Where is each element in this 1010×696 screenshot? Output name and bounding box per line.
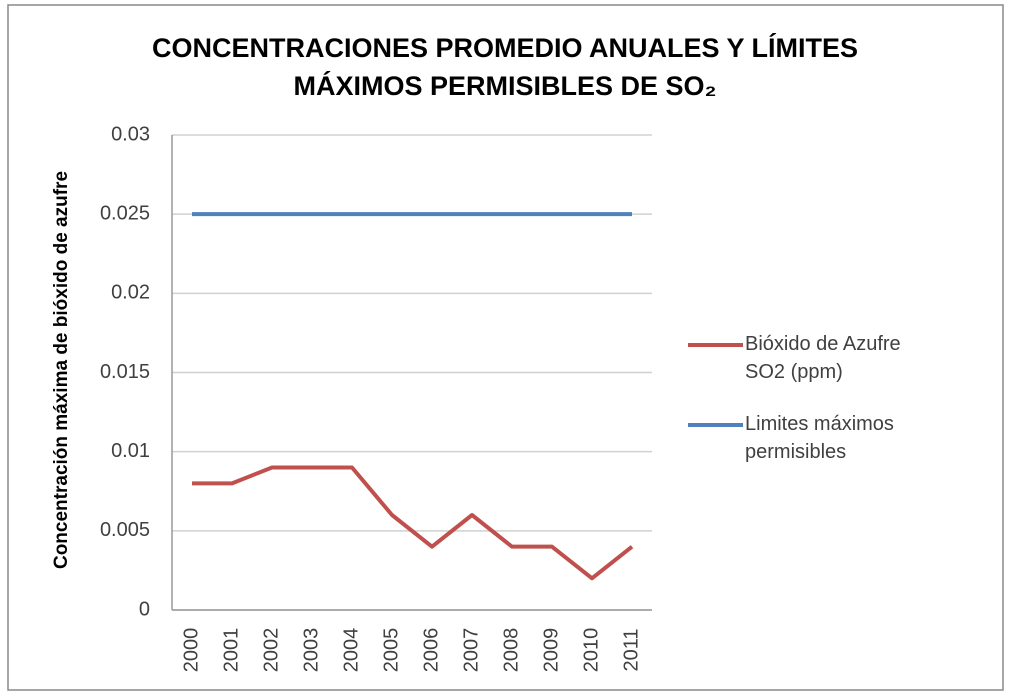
x-tick-label: 2004 [340,628,362,673]
chart-title: CONCENTRACIONES PROMEDIO ANUALES Y LÍMIT… [152,32,858,63]
line-series [192,465,634,581]
y-tick-label: 0 [139,598,150,620]
y-tick-label: 0.015 [100,361,150,383]
y-tick-label: 0.025 [100,202,150,224]
x-tick-label: 2006 [420,628,442,673]
legend-swatch [688,423,743,427]
y-tick-label: 0.02 [111,282,150,304]
legend-label: Bióxido de Azufre SO2 (ppm) [745,333,901,383]
y-tick-label: 0.01 [111,440,150,462]
legend-item: Limites máximos permisibles [688,410,988,466]
legend-swatch [688,343,743,347]
x-tick-label: 2011 [620,628,642,671]
x-tick-label: 2010 [580,628,602,673]
chart-title: MÁXIMOS PERMISIBLES DE SO₂ [293,70,716,101]
x-tick-label: 2000 [180,628,202,673]
x-tick-label: 2005 [380,628,402,673]
chart-border [7,4,1004,691]
legend-item: Bióxido de Azufre SO2 (ppm) [688,330,988,386]
y-axis-label: Concentración máxima de bióxido de azufr… [51,171,72,569]
x-tick-label: 2002 [260,628,282,673]
legend-label: Limites máximos permisibles [745,413,894,463]
y-tick-label: 0.005 [100,519,150,541]
x-tick-label: 2009 [540,628,562,673]
x-tick-label: 2008 [500,628,522,673]
x-tick-label: 2003 [300,628,322,673]
y-tick-label: 0.03 [111,123,150,145]
x-tick-label: 2007 [460,628,482,673]
x-tick-label: 2001 [220,628,242,673]
